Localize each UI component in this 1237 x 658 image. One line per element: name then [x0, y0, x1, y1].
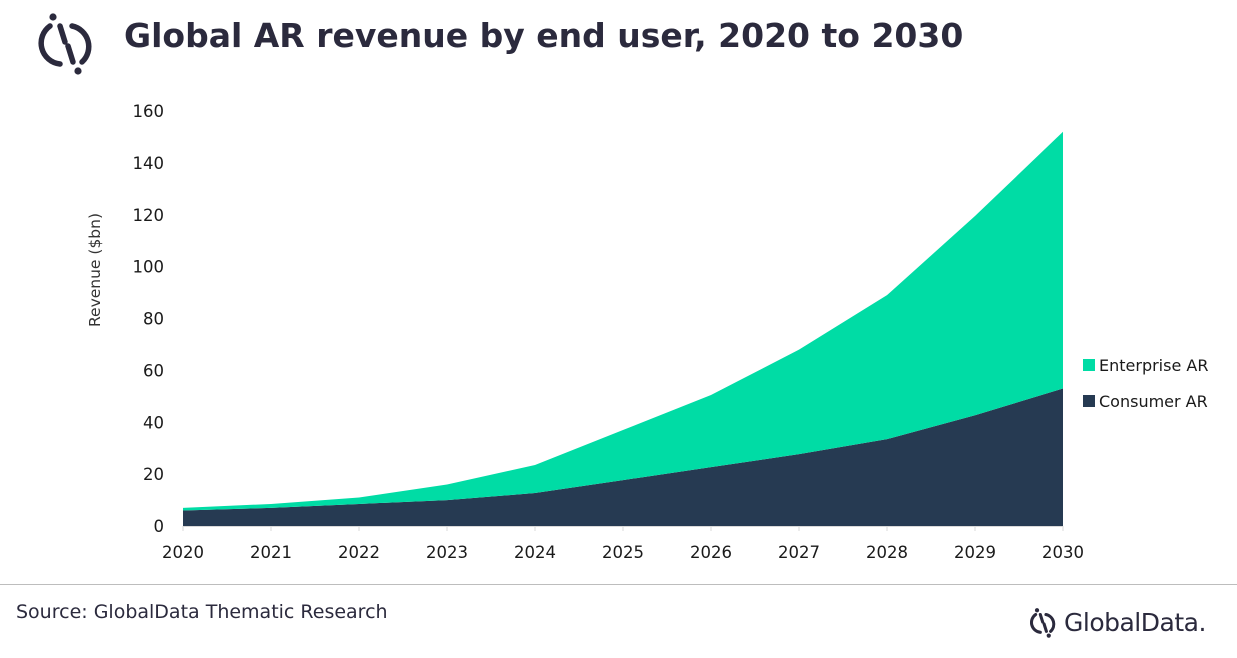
source-note: Source: GlobalData Thematic Research — [16, 601, 388, 623]
y-tick-label: 40 — [143, 413, 164, 432]
y-tick-label: 120 — [133, 206, 165, 225]
y-tick-label: 60 — [143, 361, 164, 380]
x-tick-label: 2028 — [866, 543, 908, 562]
x-tick-label: 2027 — [778, 543, 820, 562]
x-tick-label: 2029 — [954, 543, 996, 562]
x-tick-label: 2021 — [250, 543, 292, 562]
y-tick-label: 160 — [133, 102, 165, 121]
legend-label: Enterprise AR — [1099, 356, 1208, 375]
legend-swatch — [1083, 359, 1095, 371]
x-axis: 2020 2021 2022 2023 2024 2025 2026 2027 2028 2029… — [162, 526, 1084, 562]
x-tick-label: 2024 — [514, 543, 556, 562]
y-tick-label: 80 — [143, 310, 164, 329]
globaldata-logo-icon — [38, 13, 92, 75]
x-tick-label: 2020 — [162, 543, 204, 562]
legend-swatch — [1083, 395, 1095, 407]
legend-label: Consumer AR — [1099, 392, 1208, 411]
y-tick-label: 140 — [133, 154, 165, 173]
footer-brand: GlobalData. — [1030, 600, 1206, 644]
x-tick-label: 2025 — [602, 543, 644, 562]
x-tick-label: 2026 — [690, 543, 732, 562]
footer-divider — [0, 584, 1237, 585]
globaldata-logo-icon — [1030, 608, 1056, 638]
y-axis-ticks: 0 20 40 60 80 100 120 140 160 — [133, 102, 165, 536]
area-consumer-ar — [183, 388, 1063, 526]
y-tick-label: 20 — [143, 465, 164, 484]
x-tick-label: 2023 — [426, 543, 468, 562]
x-tick-label: 2030 — [1042, 543, 1084, 562]
y-axis-title: Revenue ($bn) — [86, 213, 104, 327]
y-tick-label: 100 — [133, 258, 165, 277]
legend: Enterprise AR Consumer AR — [1083, 356, 1208, 411]
y-tick-label: 0 — [154, 517, 165, 536]
area-enterprise-ar — [183, 131, 1063, 511]
chart-title: Global AR revenue by end user, 2020 to 2… — [124, 16, 964, 55]
globaldata-wordmark: GlobalData. — [1064, 607, 1206, 637]
x-tick-label: 2022 — [338, 543, 380, 562]
chart-areas — [183, 131, 1063, 526]
